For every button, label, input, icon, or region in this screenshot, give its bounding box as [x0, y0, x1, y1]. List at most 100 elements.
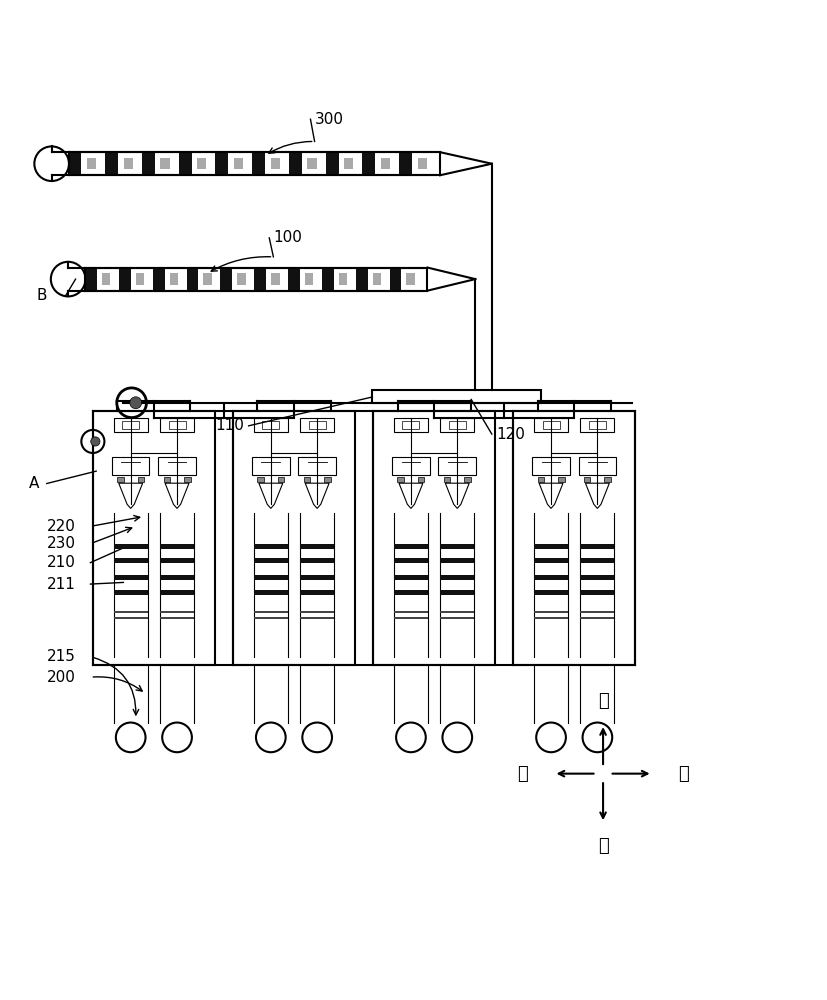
Bar: [160, 558, 194, 563]
Text: 200: 200: [46, 670, 75, 685]
Bar: [581, 544, 614, 549]
Bar: [160, 575, 194, 580]
Bar: [254, 418, 288, 432]
Bar: [87, 158, 96, 169]
Bar: [113, 544, 148, 549]
Bar: [299, 457, 336, 475]
Text: 215: 215: [46, 649, 75, 664]
Bar: [418, 158, 427, 169]
Text: 110: 110: [216, 418, 245, 433]
Bar: [300, 611, 334, 613]
Bar: [438, 457, 476, 475]
Bar: [304, 477, 310, 482]
Bar: [440, 611, 475, 613]
Bar: [160, 611, 194, 613]
Bar: [356, 268, 367, 290]
Bar: [394, 558, 428, 563]
Bar: [581, 558, 614, 563]
Bar: [534, 611, 568, 613]
Bar: [398, 477, 404, 482]
Bar: [169, 421, 185, 429]
Bar: [581, 590, 614, 595]
Bar: [85, 268, 97, 290]
Bar: [254, 611, 288, 613]
Bar: [300, 575, 334, 580]
Bar: [373, 273, 381, 285]
Bar: [392, 457, 430, 475]
Bar: [558, 477, 565, 482]
Text: 100: 100: [274, 230, 302, 245]
Bar: [270, 158, 280, 169]
Bar: [160, 617, 194, 619]
Bar: [216, 153, 228, 174]
Bar: [102, 273, 111, 285]
Bar: [300, 558, 334, 563]
Text: 左: 左: [517, 765, 528, 783]
Bar: [534, 418, 568, 432]
Text: 230: 230: [46, 536, 76, 551]
Bar: [543, 421, 560, 429]
Bar: [170, 273, 178, 285]
Bar: [113, 617, 148, 619]
Bar: [142, 153, 155, 174]
Bar: [444, 477, 451, 482]
Bar: [197, 158, 206, 169]
Bar: [440, 558, 475, 563]
Bar: [326, 153, 338, 174]
Bar: [113, 418, 148, 432]
Bar: [399, 153, 412, 174]
Bar: [271, 273, 280, 285]
Bar: [203, 273, 212, 285]
Bar: [380, 158, 390, 169]
Bar: [117, 477, 124, 482]
Bar: [605, 477, 611, 482]
Bar: [440, 590, 475, 595]
Bar: [254, 617, 288, 619]
Bar: [418, 477, 424, 482]
Text: 211: 211: [46, 577, 75, 592]
Bar: [234, 158, 243, 169]
Bar: [93, 411, 215, 665]
Bar: [300, 544, 334, 549]
Bar: [158, 457, 196, 475]
Bar: [289, 153, 302, 174]
Bar: [440, 617, 475, 619]
Bar: [324, 477, 331, 482]
Bar: [136, 273, 144, 285]
Bar: [220, 268, 232, 290]
Bar: [390, 268, 401, 290]
Bar: [584, 477, 590, 482]
Bar: [69, 153, 81, 174]
Bar: [254, 558, 288, 563]
Circle shape: [130, 397, 141, 409]
Bar: [113, 590, 148, 595]
Bar: [534, 575, 568, 580]
Bar: [581, 418, 614, 432]
Bar: [113, 558, 148, 563]
Bar: [308, 421, 326, 429]
Bar: [164, 477, 170, 482]
Bar: [305, 273, 313, 285]
Bar: [394, 544, 428, 549]
Text: 210: 210: [46, 555, 75, 570]
Bar: [262, 421, 280, 429]
Bar: [308, 158, 317, 169]
Bar: [300, 590, 334, 595]
Bar: [160, 590, 194, 595]
Bar: [372, 390, 541, 403]
Bar: [514, 411, 635, 665]
Bar: [254, 575, 288, 580]
Bar: [113, 575, 148, 580]
Bar: [300, 418, 334, 432]
Bar: [533, 457, 570, 475]
Bar: [440, 418, 475, 432]
Bar: [179, 153, 192, 174]
Bar: [237, 273, 246, 285]
Bar: [534, 590, 568, 595]
Bar: [122, 421, 139, 429]
Bar: [449, 421, 466, 429]
Bar: [579, 457, 616, 475]
Bar: [288, 268, 300, 290]
Bar: [373, 411, 495, 665]
Bar: [581, 617, 614, 619]
